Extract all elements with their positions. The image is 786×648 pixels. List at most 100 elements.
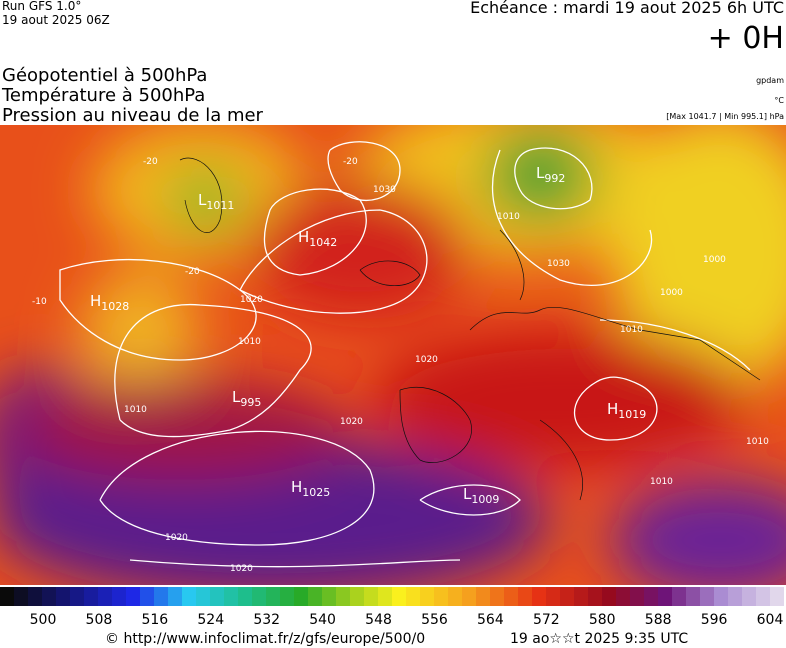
pressure-center: H1019 (607, 400, 646, 421)
colorbar-swatch (574, 587, 588, 606)
title-line: Géopotentiel à 500hPa (2, 65, 207, 86)
isobar-label: 1010 (497, 212, 520, 222)
isobar-label: 1010 (746, 437, 769, 447)
colorbar-swatch (770, 587, 784, 606)
isobar-label: 1000 (703, 255, 726, 265)
colorbar-swatch (364, 587, 378, 606)
pressure-center: L992 (536, 164, 565, 185)
colorbar-swatch (70, 587, 84, 606)
colorbar-swatch (616, 587, 630, 606)
colorbar-swatch (126, 587, 140, 606)
pressure-center: L1009 (463, 485, 499, 506)
map-field (0, 125, 786, 585)
colorbar-swatch (560, 587, 574, 606)
colorbar-swatch (266, 587, 280, 606)
colorbar-swatch (154, 587, 168, 606)
center-type: H (90, 292, 101, 310)
colorbar-tick-label: 508 (86, 612, 113, 628)
isobar-label: 1010 (620, 325, 643, 335)
colorbar-tick-label: 540 (309, 612, 336, 628)
unit-label: gpdam (756, 76, 784, 85)
pressure-center: L995 (232, 388, 261, 409)
title-line: Température à 500hPa (1, 85, 205, 106)
colorbar-swatch (378, 587, 392, 606)
colorbar-swatch (658, 587, 672, 606)
colorbar-swatch (322, 587, 336, 606)
title-line: Pression au niveau de la mer (2, 105, 264, 126)
colorbar-swatch (588, 587, 602, 606)
colorbar-swatch (448, 587, 462, 606)
isobar-label: 1020 (240, 295, 263, 305)
pressure-center: H1042 (298, 228, 337, 249)
colorbar-tick-label: 596 (701, 612, 728, 628)
colorbar-swatch (14, 587, 28, 606)
colorbar-swatch (294, 587, 308, 606)
colorbar-swatch (84, 587, 98, 606)
colorbar-swatch (602, 587, 616, 606)
timestamp: 19 ao☆☆t 2025 9:35 UTC (510, 631, 688, 647)
colorbar-swatch (546, 587, 560, 606)
center-value: 992 (544, 172, 565, 185)
colorbar-swatch (392, 587, 406, 606)
temperature-label: -20 (185, 267, 200, 277)
isobar-label: 1020 (415, 355, 438, 365)
source-url: © http://www.infoclimat.fr/z/gfs/europe/… (105, 631, 425, 647)
center-type: L (198, 191, 207, 209)
isobar-label: 1020 (165, 533, 188, 543)
colorbar-tick-label: 548 (365, 612, 392, 628)
colorbar-swatch (210, 587, 224, 606)
colorbar-swatch (28, 587, 42, 606)
colorbar-swatch (196, 587, 210, 606)
center-value: 995 (240, 396, 261, 409)
colorbar-swatch (140, 587, 154, 606)
colorbar-tick-label: 532 (253, 612, 280, 628)
center-value: 1009 (471, 493, 499, 506)
isobar-label: 1030 (373, 185, 396, 195)
colorbar-swatch (504, 587, 518, 606)
colorbar-swatch (434, 587, 448, 606)
pressure-center: H1028 (90, 292, 129, 313)
center-value: 1011 (206, 199, 234, 212)
colorbar-swatch (182, 587, 196, 606)
isobar-label: 1020 (230, 564, 253, 574)
center-value: 1019 (618, 408, 646, 421)
isobar-label: 1010 (238, 337, 261, 347)
colorbar-tick-label: 572 (533, 612, 560, 628)
colorbar-swatch (112, 587, 126, 606)
colorbar-swatch (672, 587, 686, 606)
temperature-label: -10 (32, 297, 47, 307)
unit-label: [Max 1041.7 | Min 995.1] hPa (666, 112, 784, 121)
colorbar-swatch (518, 587, 532, 606)
colorbar-swatch (686, 587, 700, 606)
colorbar-tick-label: 516 (141, 612, 168, 628)
center-value: 1025 (302, 486, 330, 499)
unit-label: °C (774, 96, 784, 105)
colorbar-swatch (42, 587, 56, 606)
colorbar-tick-label: 588 (645, 612, 672, 628)
colorbar-swatch (238, 587, 252, 606)
lead-time: + 0H (708, 21, 784, 56)
center-type: H (298, 228, 309, 246)
colorbar-tick-label: 564 (477, 612, 504, 628)
colorbar-tick-label: 580 (589, 612, 616, 628)
temperature-label: -20 (143, 157, 158, 167)
colorbar-swatch (336, 587, 350, 606)
center-type: L (536, 164, 545, 182)
isobar-label: 1030 (547, 259, 570, 269)
center-type: H (291, 478, 302, 496)
colorbar-swatch (224, 587, 238, 606)
isobar-label: 1020 (340, 417, 363, 427)
colorbar-swatch (280, 587, 294, 606)
run-date: 19 aout 2025 06Z (2, 13, 110, 27)
colorbar-swatch (756, 587, 770, 606)
colorbar-swatch (700, 587, 714, 606)
colorbar-swatch (406, 587, 420, 606)
isobar-label: 1010 (650, 477, 673, 487)
center-type: H (607, 400, 618, 418)
colorbar-swatch (644, 587, 658, 606)
colorbar-swatch (476, 587, 490, 606)
colorbar-tick-label: 604 (757, 612, 784, 628)
colorbar-swatch (98, 587, 112, 606)
colorbar-swatch (714, 587, 728, 606)
